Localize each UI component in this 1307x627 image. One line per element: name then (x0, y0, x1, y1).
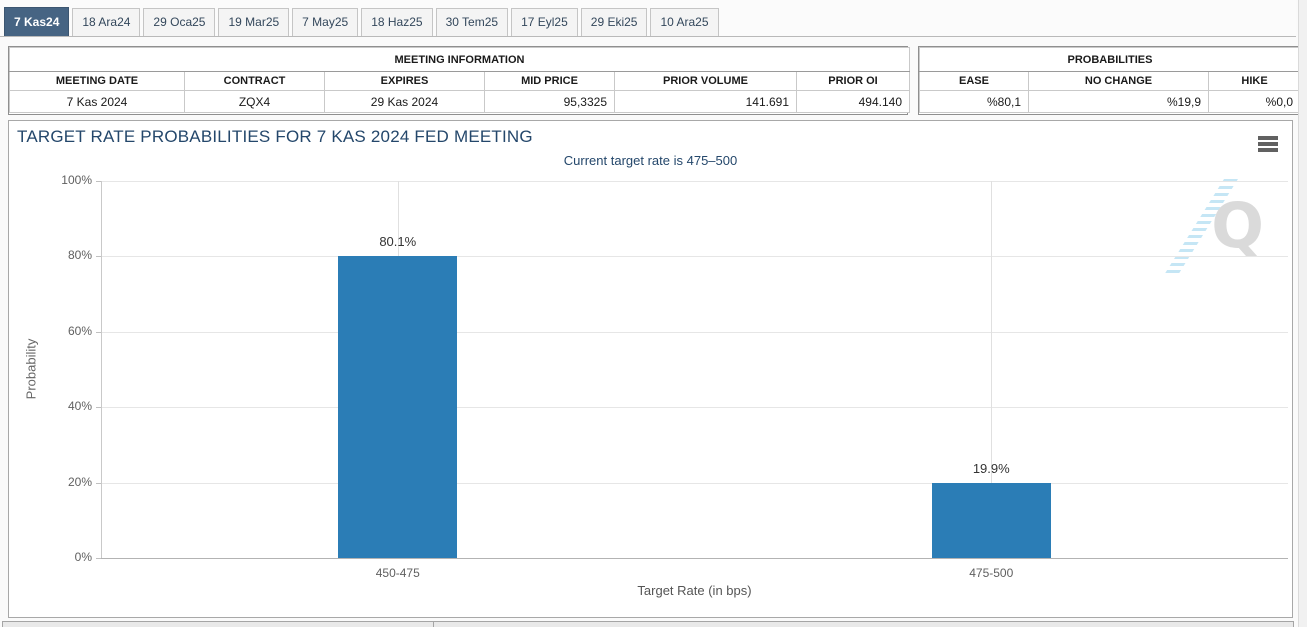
meeting-column-header: PRIOR OI (796, 71, 910, 91)
meeting-information-table: MEETING INFORMATION MEETING DATE CONTRACT… (9, 47, 910, 113)
meeting-column-header: MID PRICE (484, 71, 615, 91)
meeting-information-title: MEETING INFORMATION (9, 47, 910, 72)
meeting-value-cell: 95,3325 (484, 90, 615, 113)
x-gridline (991, 181, 993, 558)
probabilities-value-cell: %19,9 (1028, 90, 1209, 113)
chart-subtitle: Current target rate is 475–500 (563, 153, 738, 168)
tab-18-haz25[interactable]: 18 Haz25 (361, 8, 433, 36)
probabilities-column-header: EASE (919, 71, 1029, 91)
probabilities-title: PROBABILITIES (918, 47, 1302, 72)
y-gridline (101, 482, 1288, 484)
meeting-value-cell: 494.140 (796, 90, 910, 113)
panel-divider (433, 622, 434, 627)
hamburger-icon (1258, 136, 1278, 152)
target-rate-chart-panel: TARGET RATE PROBABILITIES FOR 7 KAS 2024… (8, 120, 1293, 618)
meeting-date-tab-bar: 7 Kas24 18 Ara24 29 Oca25 19 Mar25 7 May25 18… (0, 0, 1296, 37)
bar-475-500[interactable] (931, 482, 1051, 558)
chart-export-menu-button[interactable] (1256, 135, 1280, 155)
probabilities-column-header: HIKE (1207, 71, 1302, 91)
y-gridline (101, 181, 1288, 182)
meeting-column-header: PRIOR VOLUME (614, 71, 797, 91)
meeting-value-cell: 141.691 (614, 90, 797, 113)
y-tick-label: 60% (67, 323, 92, 338)
y-tickmark (96, 558, 101, 559)
y-tickmark (96, 256, 101, 258)
meeting-value-cell: ZQX4 (184, 90, 325, 113)
y-tickmark (96, 407, 101, 409)
tab-19-mar25[interactable]: 19 Mar25 (218, 8, 290, 36)
tab-29-oca25[interactable]: 29 Oca25 (143, 8, 216, 36)
tab-18-ara24[interactable]: 18 Ara24 (72, 8, 141, 36)
tab-30-tem25[interactable]: 30 Tem25 (435, 8, 509, 36)
y-tickmark (96, 331, 101, 333)
meeting-column-header: CONTRACT (184, 71, 325, 91)
y-tick-label: 80% (67, 248, 92, 263)
y-tick-label: 0% (74, 550, 92, 564)
tab-7-may25[interactable]: 7 May25 (292, 8, 359, 36)
y-gridline (101, 407, 1288, 409)
meeting-column-header: MEETING DATE (9, 71, 185, 91)
y-gridline (101, 331, 1288, 333)
next-section-panel-edge (2, 621, 1294, 627)
tab-29-eki25[interactable]: 29 Eki25 (580, 8, 648, 36)
bar-value-label: 19.9% (972, 460, 1010, 476)
y-tick-label: 40% (67, 399, 92, 414)
watermark-q-letter: Q (1211, 189, 1264, 262)
tab-17-eyl25[interactable]: 17 Eyl25 (511, 8, 578, 36)
tab-10-ara25[interactable]: 10 Ara25 (650, 8, 719, 36)
y-axis-line (101, 181, 102, 558)
tab-7-kas24[interactable]: 7 Kas24 (4, 7, 70, 36)
y-gridline (101, 256, 1288, 258)
meeting-column-header: EXPIRES (324, 71, 485, 91)
probabilities-value-cell: %80,1 (919, 90, 1029, 113)
watermark-logo: Q (1164, 179, 1264, 279)
probabilities-value-cell: %0,0 (1207, 90, 1302, 113)
x-axis-line (101, 558, 1288, 559)
x-category-label: 475-500 (969, 566, 1014, 580)
y-tick-label: 100% (61, 173, 92, 187)
chart-title: TARGET RATE PROBABILITIES FOR 7 KAS 2024… (17, 127, 533, 146)
probabilities-column-header: NO CHANGE (1028, 71, 1209, 91)
meeting-value-cell: 7 Kas 2024 (9, 90, 185, 113)
probabilities-panel: PROBABILITIES EASE NO CHANGE HIKE %80,1 %19… (918, 46, 1302, 115)
y-tick-label: 20% (67, 474, 92, 489)
bar-450-475[interactable] (338, 256, 458, 558)
y-tickmark (96, 181, 101, 182)
y-axis-title: Probability (23, 338, 39, 400)
x-axis-title: Target Rate (in bps) (637, 583, 752, 598)
probabilities-table: PROBABILITIES EASE NO CHANGE HIKE %80,1 %19… (918, 47, 1302, 113)
meeting-information-panel: MEETING INFORMATION MEETING DATE CONTRACT… (8, 46, 910, 115)
y-tickmark (96, 482, 101, 484)
page-scrollbar[interactable] (1298, 0, 1307, 627)
x-category-label: 450-475 (375, 566, 420, 580)
bar-value-label: 80.1% (379, 234, 417, 250)
meeting-value-cell: 29 Kas 2024 (324, 90, 485, 113)
